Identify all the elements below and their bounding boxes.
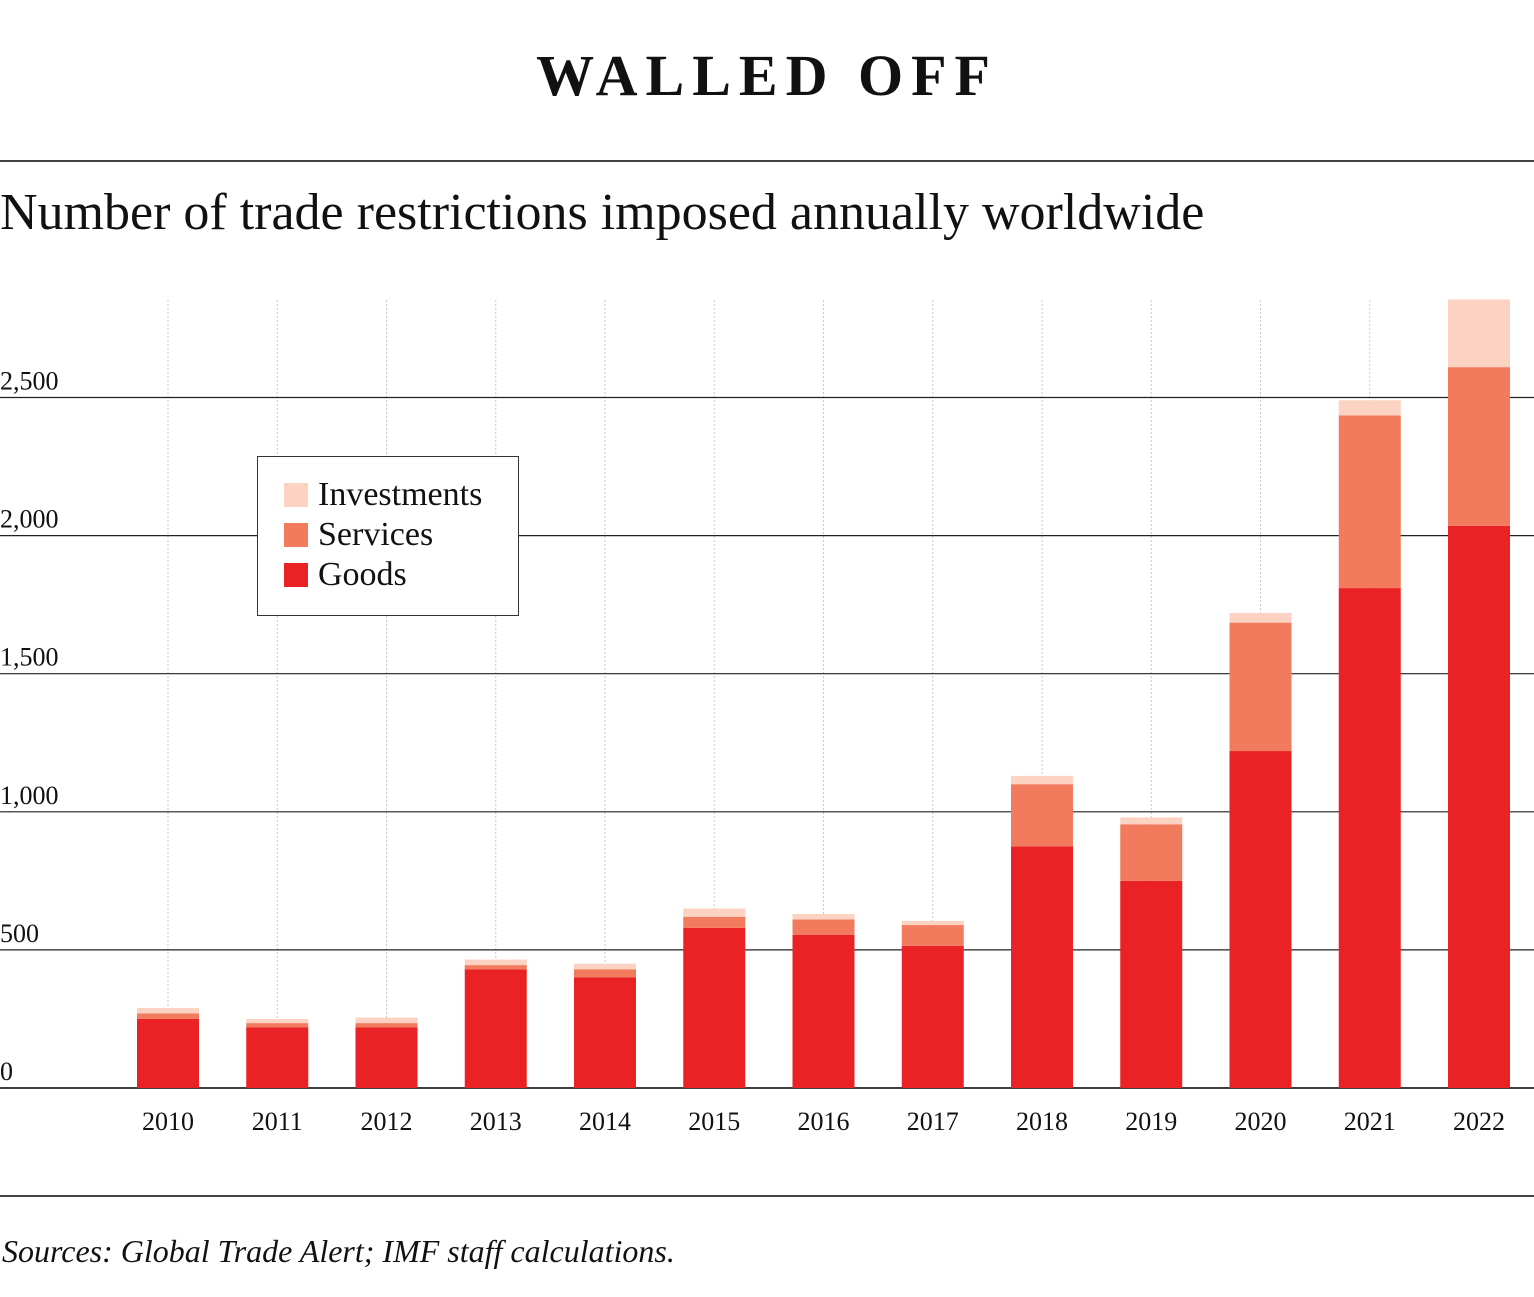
bar-investments-2014 [574,963,636,970]
chart-subtitle: Number of trade restrictions imposed ann… [0,184,1205,241]
bar-services-2021 [1338,415,1401,589]
bar-services-2017 [901,925,964,946]
bottom-rule [0,1195,1534,1197]
bar-goods-2013 [464,969,527,1088]
x-tick-label-2013: 2013 [470,1107,522,1136]
legend-label-services: Services [318,516,434,553]
bar-services-2013 [464,965,527,970]
bar-investments-2015 [683,908,746,917]
x-tick-label-2011: 2011 [252,1107,303,1136]
bar-investments-2019 [1120,817,1183,825]
bar-goods-2014 [574,977,636,1088]
legend-swatch-services [284,523,308,547]
bar-investments-2013 [464,959,527,966]
y-tick-label-0: 0 [0,1057,13,1086]
bar-investments-2010 [137,1007,199,1014]
bar-services-2015 [683,916,746,928]
x-tick-label-2017: 2017 [907,1107,959,1136]
bar-goods-2015 [683,927,746,1088]
legend-item-services: Services [284,515,433,555]
x-tick-label-2014: 2014 [579,1107,631,1136]
bar-investments-2011 [246,1018,309,1024]
bar-goods-2022 [1448,525,1510,1088]
bar-services-2016 [792,919,855,935]
bar-goods-2017 [901,945,964,1088]
chart-title: WALLED OFF [536,43,998,108]
bar-investments-2017 [901,920,964,926]
y-tick-label-1500: 1,500 [0,643,59,672]
bar-services-2019 [1120,824,1183,881]
source-note: Sources: Global Trade Alert; IMF staff c… [2,1233,675,1269]
bar-services-2018 [1011,784,1073,847]
x-tick-label-2019: 2019 [1125,1107,1177,1136]
bar-goods-2016 [792,934,855,1088]
legend-swatch-goods [284,563,308,587]
top-rule [0,160,1534,162]
bar-services-2011 [246,1023,309,1028]
y-tick-label-1000: 1,000 [0,781,59,810]
bar-goods-2018 [1011,846,1073,1088]
bar-goods-2012 [355,1027,418,1088]
bar-chart: 0 500 1,000 1,500 2,000 2,500 2010 2011 2012 2013… [0,299,1534,1136]
bar-investments-2018 [1011,775,1073,785]
bar-services-2014 [574,969,636,978]
bar-investments-2016 [792,913,855,920]
bar-services-2022 [1448,367,1510,526]
bar-goods-2021 [1338,588,1401,1088]
legend-label-investments: Investments [318,476,483,513]
x-tick-label-2016: 2016 [798,1107,850,1136]
bar-investments-2022 [1448,299,1510,368]
bar-services-2010 [137,1013,199,1019]
x-tick-label-2021: 2021 [1344,1107,1396,1136]
y-tick-label-2000: 2,000 [0,505,59,534]
legend-item-investments: Investments [284,475,482,515]
bar-goods-2020 [1229,751,1292,1088]
bar-investments-2020 [1229,612,1292,623]
bar-investments-2021 [1338,400,1401,416]
bar-services-2012 [355,1023,418,1028]
bar-services-2020 [1229,622,1292,752]
bar-goods-2010 [137,1018,199,1088]
x-tick-label-2015: 2015 [688,1107,740,1136]
bar-goods-2011 [246,1027,309,1088]
legend-label-goods: Goods [318,556,407,593]
y-tick-label-500: 500 [0,919,39,948]
x-tick-label-2018: 2018 [1016,1107,1068,1136]
bar-investments-2012 [355,1017,418,1024]
x-tick-label-2020: 2020 [1235,1107,1287,1136]
y-tick-label-2500: 2,500 [0,367,59,396]
legend-swatch-investments [284,483,308,507]
legend: Investments Services Goods [257,456,519,616]
x-tick-label-2022: 2022 [1453,1107,1505,1136]
legend-item-goods: Goods [284,555,407,595]
x-tick-label-2012: 2012 [361,1107,413,1136]
bar-goods-2019 [1120,880,1183,1088]
x-tick-label-2010: 2010 [142,1107,194,1136]
